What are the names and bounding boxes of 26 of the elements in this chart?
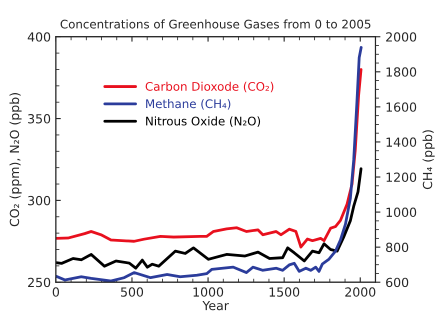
y2-tick-label: 600: [386, 278, 408, 288]
x-tick-label: 2000: [345, 287, 376, 297]
y-tick-label: 350: [28, 114, 50, 124]
y2-tick-label: 1800: [386, 67, 416, 77]
line-series: [56, 167, 362, 270]
y2-tick-label: 1000: [386, 208, 416, 218]
y-tick-label: 300: [28, 196, 50, 206]
y-tick-label: 400: [28, 32, 50, 42]
x-tick-label: 1500: [270, 287, 300, 297]
y2-tick-label: 2000: [386, 32, 416, 42]
y2-tick-label: 800: [386, 242, 408, 252]
y-tick-label: 250: [28, 278, 50, 288]
legend-label: Methane (CH₄): [146, 99, 230, 110]
y2-tick-label: 1400: [386, 137, 416, 147]
y2-tick-label: 1200: [386, 172, 416, 182]
legend-label: Carbon Dioxode (CO₂): [146, 82, 274, 92]
x-tick-label: 500: [121, 287, 144, 297]
line-series: [56, 46, 363, 282]
x-tick-label: 1000: [194, 287, 224, 297]
legend-label: Nitrous Oxide (N₂O): [146, 116, 260, 127]
y2-tick-label: 1600: [386, 102, 416, 112]
y2-axis-title: CH₄ (ppb): [422, 130, 435, 190]
y-axis-title: CO₂ (ppm), N₂O (ppb): [10, 93, 22, 226]
chart-title: Concentrations of Greenhouse Gases from 0 to 2005: [60, 19, 370, 29]
x-axis-title: Year: [202, 300, 229, 310]
x-tick-label: 0: [52, 287, 60, 297]
